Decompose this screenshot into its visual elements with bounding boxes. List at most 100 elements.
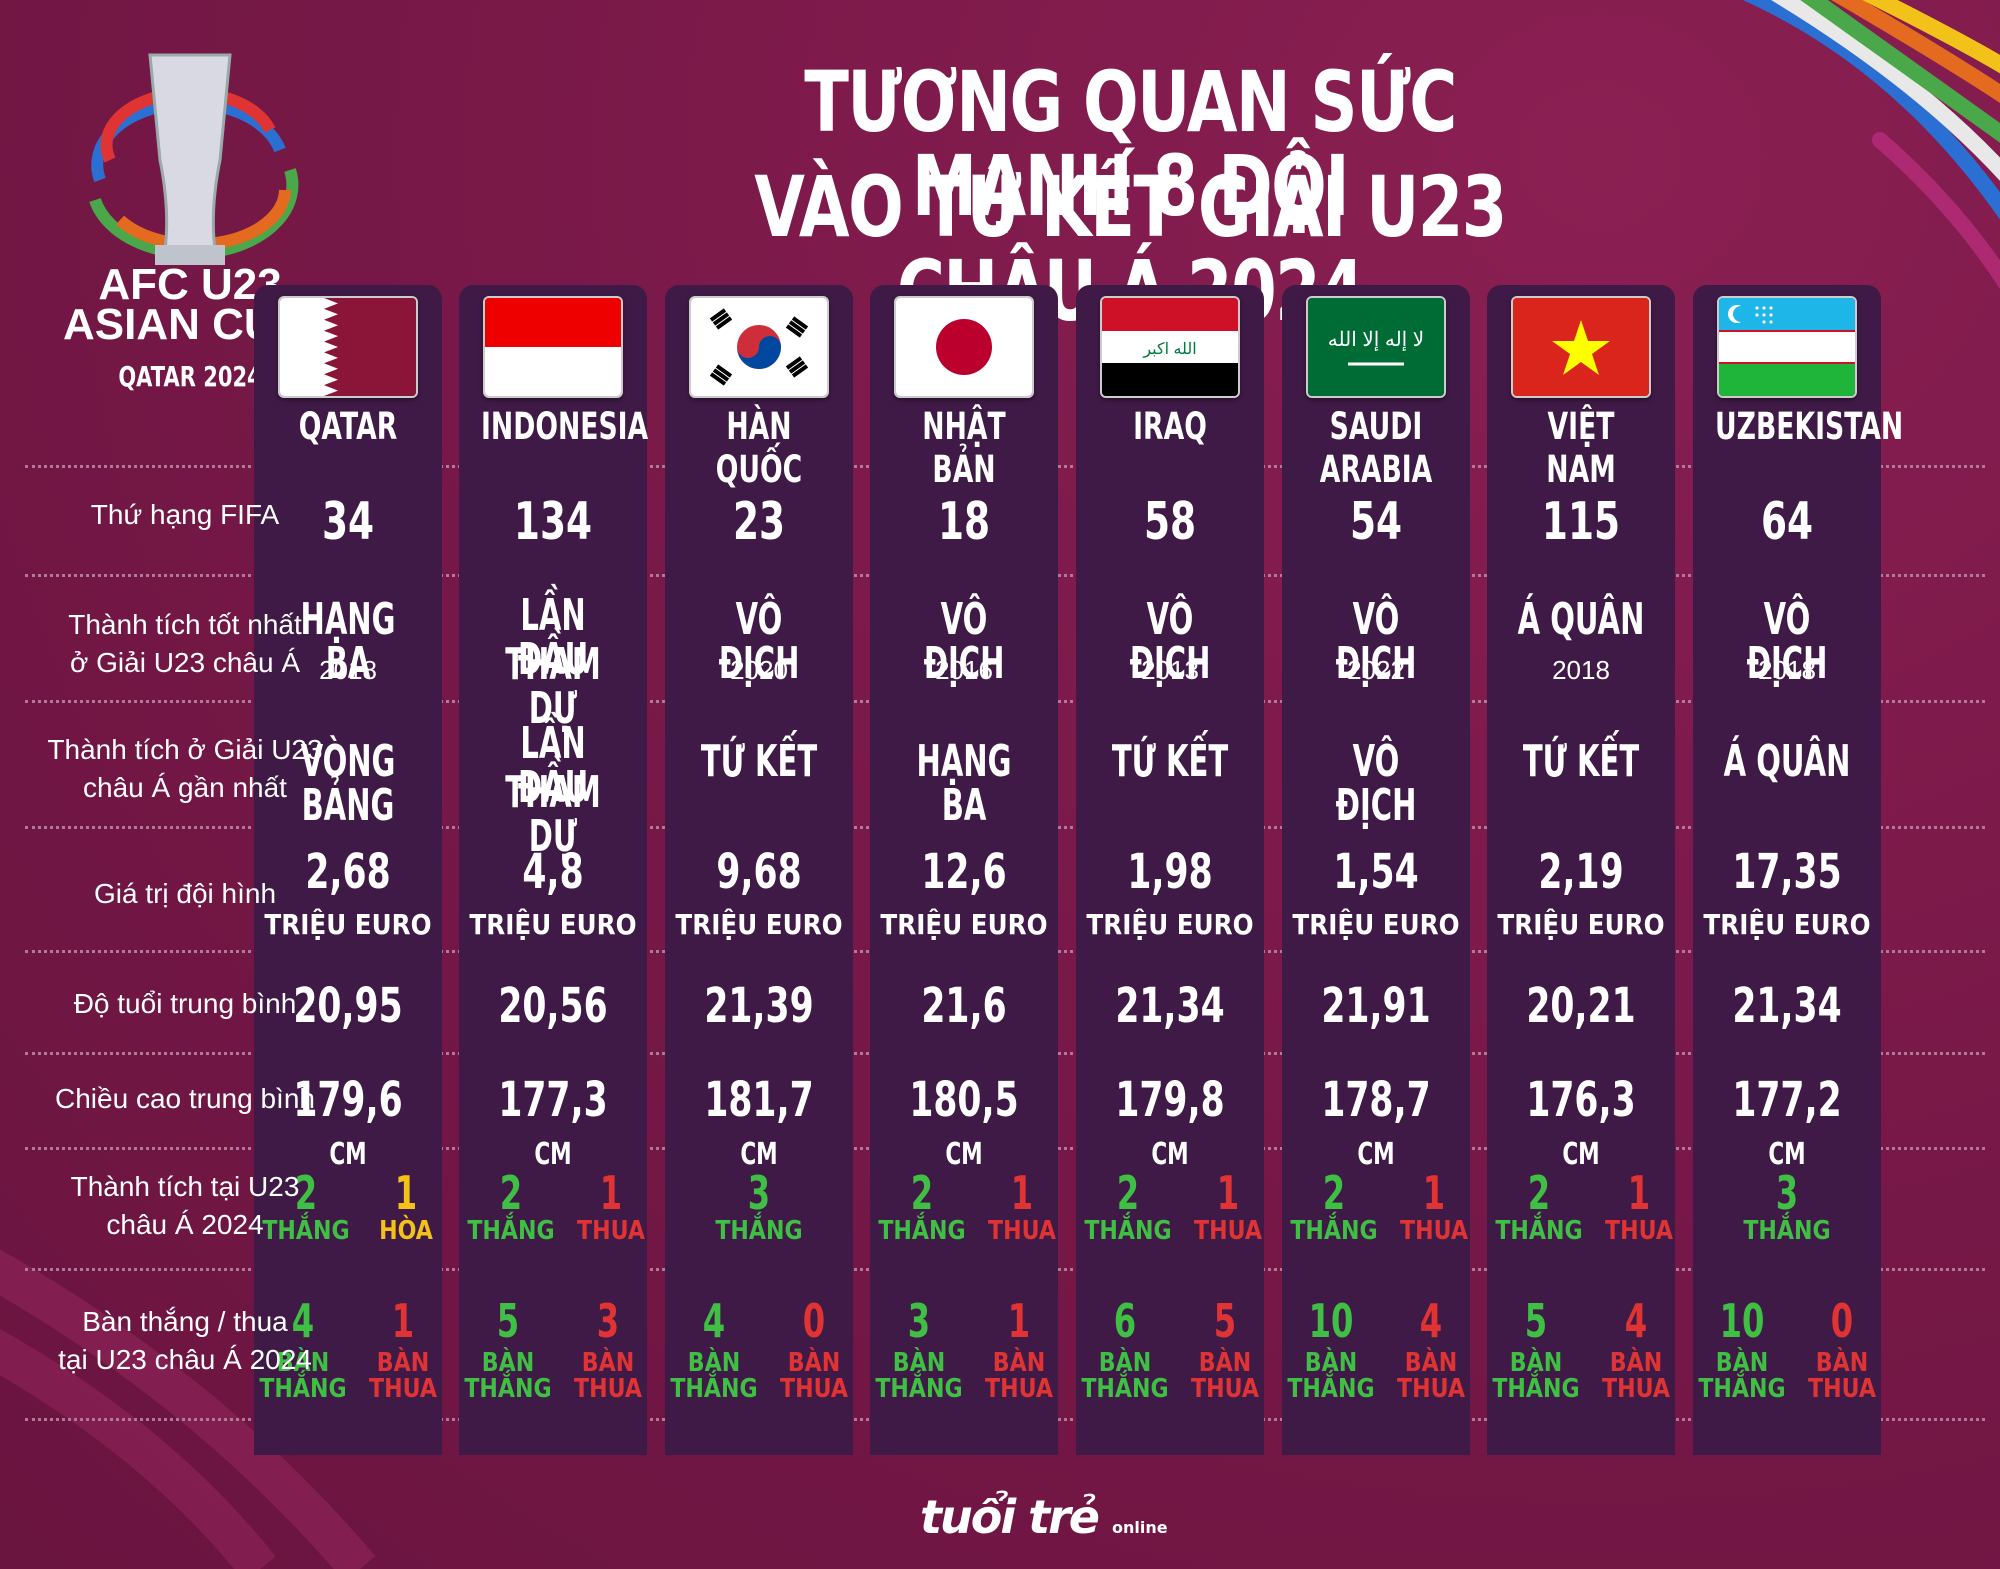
recent-achievement: THAM DỰ [505, 767, 601, 862]
goal-label-ban: BÀN [1609, 1348, 1663, 1378]
value-unit: TRIỆU EURO [1703, 908, 1871, 941]
record-label: THẮNG [1495, 1216, 1583, 1246]
height-unit: CM [329, 1137, 367, 1172]
record-count: 1 [1216, 1166, 1240, 1220]
squad-value: 17,35 [1732, 844, 1842, 900]
squad-value: 1,54 [1333, 844, 1419, 900]
goal-label-ban: BÀN [1715, 1348, 1769, 1378]
goal-label-thua: THUA [1191, 1374, 1259, 1404]
team-column [1487, 285, 1675, 1455]
row-label-goals: tại U23 châu Á 2024 [58, 1344, 312, 1375]
squad-value: 2,19 [1538, 844, 1624, 900]
japan-flag [894, 296, 1034, 398]
team-name: UZBEKISTAN [1715, 405, 1904, 448]
record-label: THẮNG [1743, 1216, 1831, 1246]
record-count: 1 [1010, 1166, 1034, 1220]
team-column [1282, 285, 1470, 1455]
record-count: 1 [1422, 1166, 1446, 1220]
height-unit: CM [945, 1137, 983, 1172]
goals-against: 0 [1830, 1294, 1854, 1348]
goal-label-thua: THUA [369, 1374, 437, 1404]
goal-label-ban: BÀN [1404, 1348, 1458, 1378]
goal-label-thua: THUA [780, 1374, 848, 1404]
team-column [459, 285, 647, 1455]
record-label: THUA [1400, 1216, 1468, 1246]
best-year: 2013 [1141, 655, 1199, 685]
average-height: 181,7 CM [687, 1076, 831, 1172]
goals-for: 10 [1308, 1294, 1354, 1348]
fifa-rank: 54 [1349, 492, 1403, 552]
fifa-rank: 58 [1143, 492, 1197, 552]
row-label-fifa: Thứ hạng FIFA [90, 498, 280, 530]
record-label: HÒA [379, 1216, 433, 1246]
height-unit: CM [534, 1137, 572, 1172]
height-value: 176,3 [1526, 1072, 1636, 1128]
best-achievement: Á QUÂN [1517, 594, 1645, 645]
average-age: 21,6 [921, 978, 1007, 1034]
fifa-rank: 34 [321, 492, 375, 552]
average-age: 21,34 [1732, 978, 1842, 1034]
best-achievement: VÔ ĐỊCH [923, 594, 1005, 689]
logo-line3: QATAR 2024 [118, 360, 262, 393]
best-achievement: THAM DỰ [505, 639, 601, 734]
goals-for: 3 [907, 1294, 931, 1348]
height-unit: CM [1357, 1137, 1395, 1172]
average-height: 179,8 CM [1098, 1076, 1242, 1172]
row-label-best: Thành tích tốt nhất [68, 608, 302, 640]
uzbekistan-flag [1717, 296, 1857, 398]
squad-value: 12,6 [921, 844, 1007, 900]
average-height: 176,3 CM [1509, 1076, 1653, 1172]
recent-achievement: VÒNG BẢNG [300, 736, 396, 831]
goal-label-thua: THUA [1808, 1374, 1876, 1404]
record-count: 2 [294, 1166, 318, 1220]
goal-label-thua: THUA [1397, 1374, 1465, 1404]
value-unit: TRIỆU EURO [1292, 908, 1460, 941]
goal-label-thang: THẮNG [1081, 1374, 1169, 1404]
saudi-flag: لا إله إلا الله [1306, 296, 1446, 398]
squad-value: 2,68 [305, 844, 391, 900]
record-count: 3 [747, 1166, 771, 1220]
logo-line1: AFC U23 [98, 260, 282, 309]
goal-label-thua: THUA [985, 1374, 1053, 1404]
best-achievement: HẠNG BA [300, 594, 396, 689]
row-label-age: Độ tuổi trung bình [73, 987, 297, 1019]
goals-against: 5 [1213, 1294, 1237, 1348]
goals-against: 3 [596, 1294, 620, 1348]
goals-for: 5 [496, 1294, 520, 1348]
height-value: 177,2 [1732, 1072, 1842, 1128]
goal-label-ban: BÀN [687, 1348, 741, 1378]
team-column [665, 285, 853, 1455]
footer-sub: online [1112, 1518, 1168, 1537]
row-label-recent: châu Á gần nhất [83, 771, 287, 803]
goals-against: 4 [1624, 1294, 1648, 1348]
goals-for: 6 [1113, 1294, 1137, 1348]
average-age: 20,21 [1526, 978, 1636, 1034]
team-column [1693, 285, 1881, 1455]
goal-label-ban: BÀN [1815, 1348, 1869, 1378]
goal-label-thang: THẮNG [875, 1374, 963, 1404]
height-value: 179,6 [293, 1072, 403, 1128]
value-unit: TRIỆU EURO [264, 908, 432, 941]
record-label: THẮNG [1290, 1216, 1378, 1246]
team-column [1076, 285, 1264, 1455]
best-achievement: VÔ ĐỊCH [1746, 594, 1828, 689]
record-count: 3 [1775, 1166, 1799, 1220]
height-unit: CM [1768, 1137, 1806, 1172]
recent-achievement: HẠNG BA [916, 736, 1012, 831]
recent-achievement: TỨ KẾT [700, 736, 818, 787]
squad-value: 9,68 [716, 844, 802, 900]
goal-label-thang: THẮNG [1492, 1374, 1580, 1404]
value-unit: TRIỆU EURO [675, 908, 843, 941]
vietnam-flag [1511, 296, 1651, 398]
recent-achievement: TỨ KẾT [1111, 736, 1229, 787]
row-label-record: châu Á 2024 [106, 1209, 264, 1240]
value-unit: TRIỆU EURO [1086, 908, 1254, 941]
goal-label-ban: BÀN [892, 1348, 946, 1378]
average-age: 20,95 [293, 978, 403, 1034]
goal-label-ban: BÀN [1098, 1348, 1152, 1378]
fifa-rank: 23 [732, 492, 786, 552]
record-count: 2 [1527, 1166, 1551, 1220]
height-value: 181,7 [704, 1072, 814, 1128]
iraq-flag: الله اكبر [1100, 296, 1240, 398]
